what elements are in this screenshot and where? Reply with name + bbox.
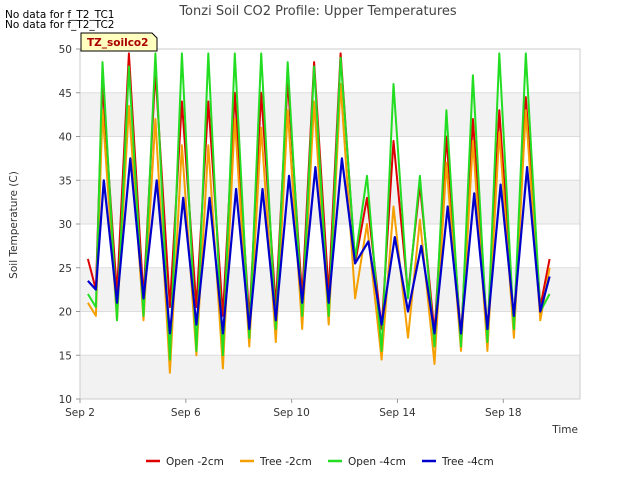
- x-tick-label: Sep 2: [65, 407, 95, 419]
- legend-label: Tree -4cm: [441, 456, 494, 468]
- series-line: [87, 83, 551, 374]
- legend-label: Tree -2cm: [259, 456, 312, 468]
- y-tick-label: 35: [59, 175, 72, 187]
- series-open-4cm: [87, 52, 551, 361]
- legend-label: Open -2cm: [166, 456, 224, 468]
- y-tick-label: 10: [59, 394, 72, 406]
- chart-title: Tonzi Soil CO2 Profile: Upper Temperatur…: [178, 4, 457, 19]
- y-tick-label: 30: [59, 219, 72, 231]
- x-tick-label: Sep 10: [273, 407, 310, 419]
- legend: Open -2cm Tree -2cm Open -4cm Tree -4cm: [146, 456, 494, 468]
- legend-item: Open -4cm: [328, 456, 406, 468]
- tag-badge-label: TZ_soilco2: [87, 37, 148, 49]
- series-tree-2cm: [87, 83, 551, 374]
- legend-item: Open -2cm: [146, 456, 224, 468]
- series-layer: [86, 52, 551, 374]
- tag-badge: TZ_soilco2: [80, 32, 158, 52]
- y-tick-label: 50: [59, 44, 72, 56]
- series-tree-4cm: [87, 157, 551, 335]
- axes: 10 15 20 25 30 35 40 45 50 Sep 2 Sep 6 Sep 10 Sep 14…: [59, 44, 581, 419]
- no-data-note-2: No data for f_T2_TC2: [5, 19, 114, 31]
- x-tick-label: Sep 18: [485, 407, 522, 419]
- tag-badge-box: [80, 32, 158, 52]
- series-line: [87, 157, 551, 335]
- y-tick-label: 45: [59, 88, 72, 100]
- x-axis-label: Time: [551, 424, 578, 436]
- y-tick-label: 15: [59, 350, 72, 362]
- grid-band: [80, 355, 580, 399]
- series-line: [87, 52, 551, 361]
- legend-label: Open -4cm: [348, 456, 406, 468]
- x-tick-label: Sep 6: [171, 407, 201, 419]
- y-tick-label: 20: [59, 307, 72, 319]
- y-tick-label: 25: [59, 263, 72, 275]
- legend-item: Tree -4cm: [422, 456, 494, 468]
- no-data-note-1: No data for f_T2_TC1: [5, 9, 114, 21]
- legend-item: Tree -2cm: [240, 456, 312, 468]
- y-tick-label: 40: [59, 132, 72, 144]
- x-tick-label: Sep 14: [379, 407, 416, 419]
- y-axis-label: Soil Temperature (C): [8, 171, 20, 279]
